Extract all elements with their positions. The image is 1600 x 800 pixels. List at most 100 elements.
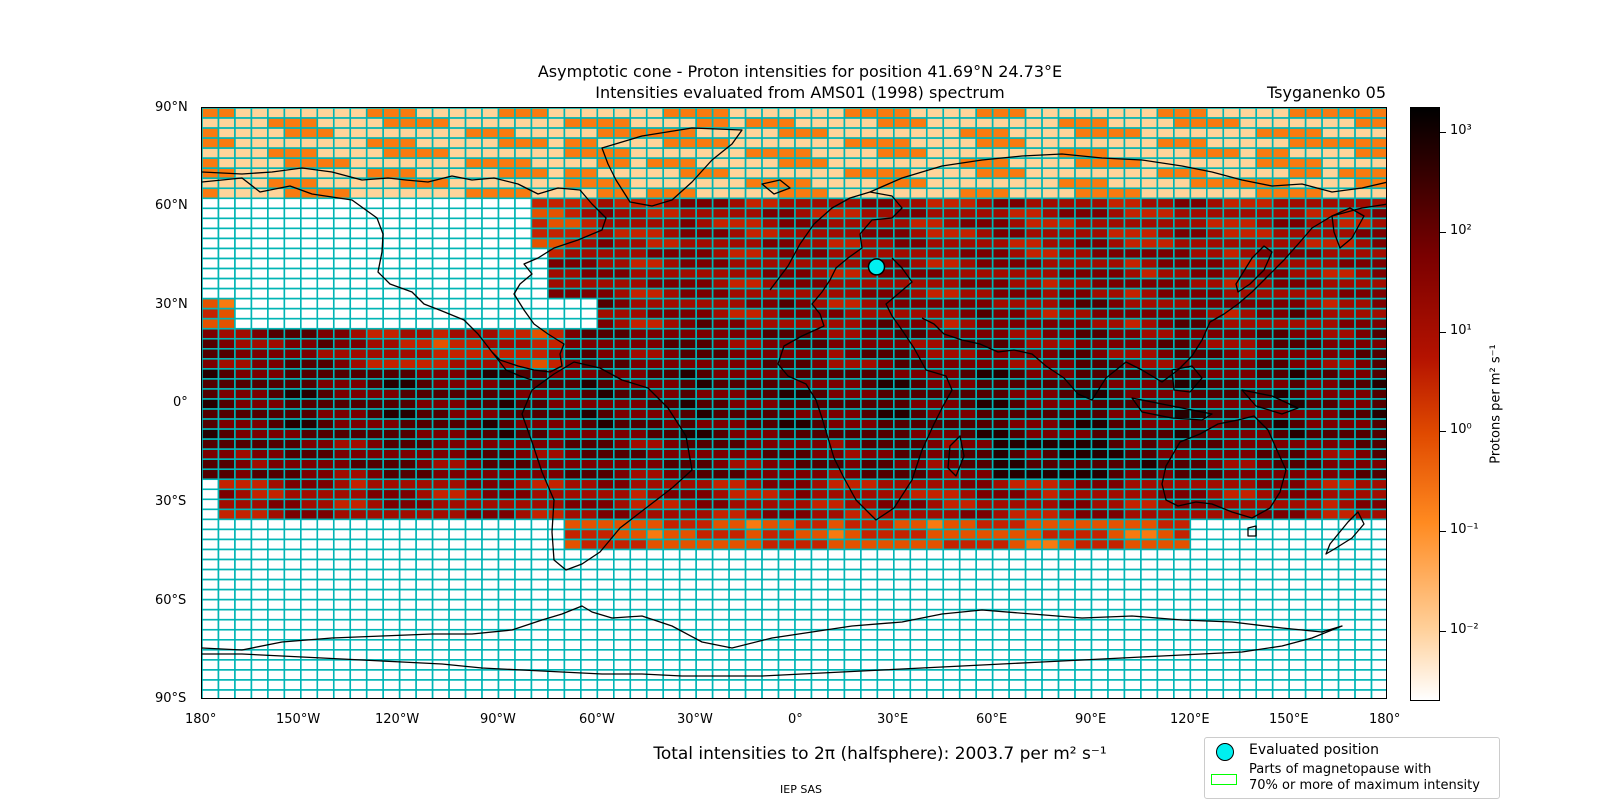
intensity-cell: [909, 137, 928, 149]
intensity-cell: [250, 428, 269, 440]
intensity-cell: [1008, 117, 1027, 129]
intensity-cell: [1123, 638, 1142, 651]
intensity-cell: [629, 608, 648, 621]
intensity-cell: [349, 147, 368, 159]
intensity-cell: [415, 498, 434, 511]
intensity-cell: [942, 538, 961, 551]
intensity-cell: [1238, 157, 1258, 169]
intensity-cell: [843, 538, 862, 551]
intensity-cell: [332, 147, 352, 159]
intensity-cell: [398, 157, 417, 169]
intensity-cell: [596, 618, 615, 631]
intensity-cell: [365, 448, 384, 460]
intensity-cell: [398, 297, 417, 310]
intensity-cell: [958, 368, 977, 380]
intensity-cell: [365, 478, 384, 491]
intensity-cell: [1189, 137, 1208, 149]
intensity-cell: [1304, 277, 1323, 290]
intensity-cell: [728, 588, 747, 601]
intensity-cell: [1337, 438, 1356, 450]
intensity-cell: [1123, 679, 1142, 691]
intensity-cell: [794, 207, 813, 220]
intensity-cell: [991, 267, 1010, 280]
intensity-cell: [827, 157, 846, 169]
intensity-cell: [1156, 638, 1175, 651]
intensity-cell: [448, 157, 467, 169]
intensity-cell: [777, 127, 796, 139]
intensity-cell: [711, 237, 730, 250]
intensity-cell: [398, 689, 417, 698]
intensity-cell: [497, 398, 516, 410]
intensity-cell: [563, 337, 582, 350]
intensity-cell: [613, 337, 632, 350]
intensity-cell: [217, 608, 236, 621]
intensity-cell: [1288, 327, 1307, 340]
intensity-cell: [942, 669, 961, 681]
intensity-cell: [761, 117, 780, 129]
intensity-cell: [876, 157, 895, 169]
intensity-cell: [1173, 679, 1192, 691]
intensity-cell: [530, 428, 549, 440]
coastline-australia: [1161, 415, 1287, 519]
intensity-cell: [1140, 689, 1159, 698]
intensity-cell: [893, 438, 912, 450]
intensity-cell: [1288, 297, 1307, 310]
intensity-cell: [1123, 337, 1142, 350]
intensity-cell: [662, 468, 681, 481]
intensity-cell: [1173, 127, 1192, 139]
intensity-cell: [1370, 598, 1386, 611]
intensity-cell: [728, 237, 747, 250]
intensity-cell: [530, 358, 549, 370]
intensity-cell: [695, 528, 714, 541]
intensity-cell: [349, 297, 368, 310]
intensity-cell: [267, 518, 286, 531]
intensity-cell: [893, 428, 912, 440]
intensity-cell: [497, 157, 516, 169]
intensity-cell: [1074, 108, 1093, 119]
intensity-cell: [283, 388, 302, 400]
intensity-cell: [514, 337, 533, 350]
intensity-cell: [744, 147, 763, 159]
intensity-cell: [1107, 458, 1126, 471]
intensity-cell: [365, 458, 384, 471]
intensity-cell: [481, 257, 500, 270]
intensity-cell: [1156, 127, 1175, 139]
intensity-cell: [777, 327, 796, 340]
intensity-cell: [1123, 588, 1142, 601]
intensity-cell: [332, 297, 352, 310]
intensity-cell: [267, 247, 286, 260]
intensity-cell: [1024, 187, 1043, 200]
intensity-cell: [596, 297, 615, 310]
intensity-cell: [711, 398, 730, 410]
intensity-cell: [332, 368, 352, 380]
intensity-cell: [283, 237, 302, 250]
intensity-cell: [728, 418, 747, 430]
intensity-cell: [1024, 408, 1043, 420]
intensity-cell: [1008, 267, 1027, 280]
intensity-cell: [365, 147, 384, 159]
lon-tick-label: 150°E: [1269, 712, 1309, 727]
intensity-cell: [613, 518, 632, 531]
colorbar-tick: [1440, 631, 1446, 633]
intensity-cell: [398, 588, 417, 601]
intensity-cell: [1140, 307, 1159, 320]
intensity-cell: [662, 498, 681, 511]
intensity-cell: [448, 297, 467, 310]
intensity-cell: [530, 418, 549, 430]
intensity-cell: [365, 689, 384, 698]
intensity-cell: [810, 588, 829, 601]
intensity-cell: [1321, 518, 1340, 531]
intensity-cell: [645, 237, 665, 250]
intensity-cell: [497, 598, 516, 611]
intensity-cell: [547, 378, 566, 390]
intensity-cell: [1288, 217, 1307, 230]
intensity-cell: [662, 227, 681, 240]
intensity-cell: [843, 608, 862, 621]
intensity-cell: [1008, 518, 1027, 531]
intensity-cell: [925, 337, 945, 350]
intensity-cell: [1041, 669, 1060, 681]
intensity-cell: [975, 197, 994, 210]
intensity-cell: [365, 108, 384, 119]
intensity-cell: [382, 287, 401, 300]
intensity-cell: [398, 468, 417, 481]
